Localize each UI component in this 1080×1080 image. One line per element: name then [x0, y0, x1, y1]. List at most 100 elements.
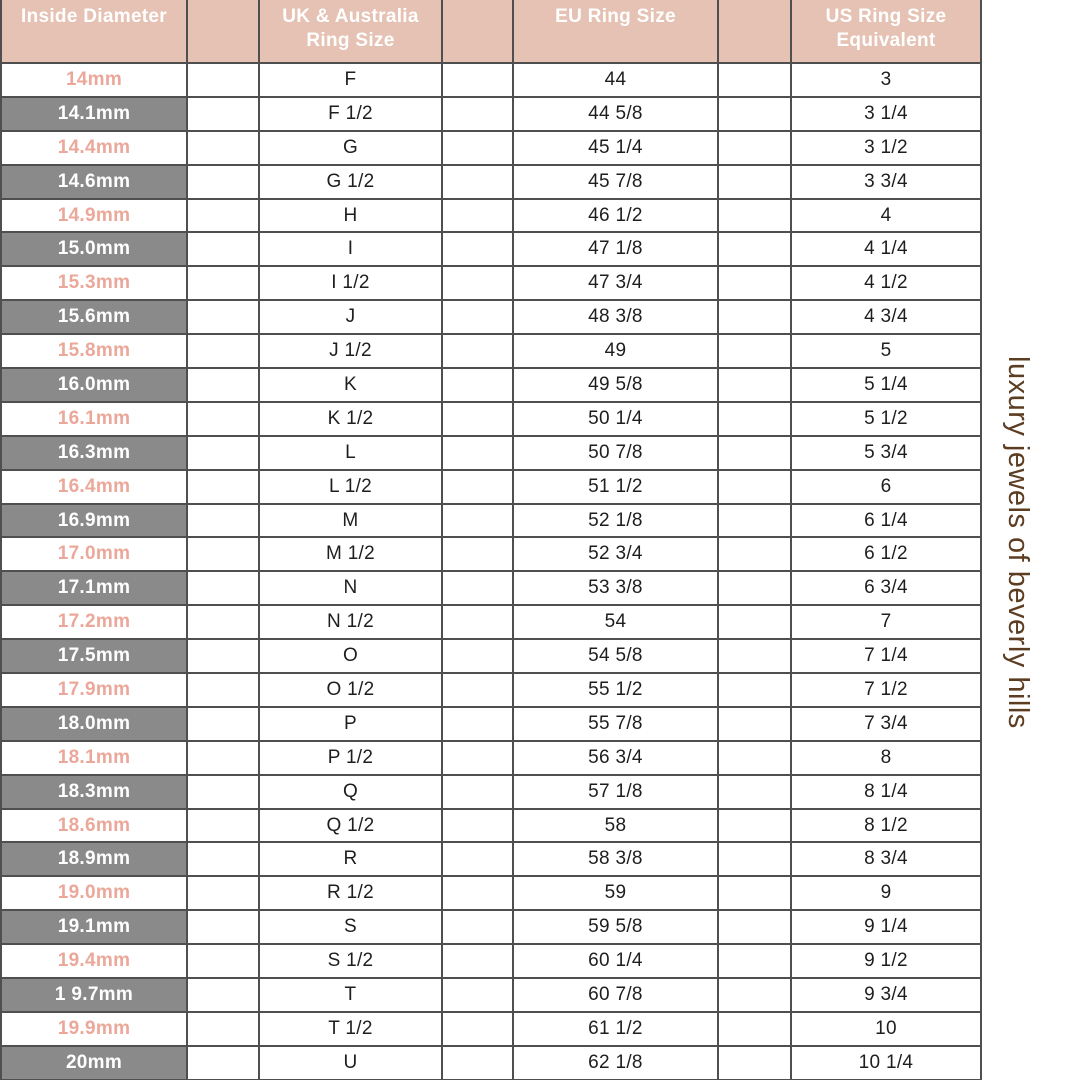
spacer-cell [441, 1010, 514, 1047]
cell-us-size: 9 1/4 [790, 909, 982, 946]
spacer-cell [717, 434, 792, 471]
spacer-cell [717, 400, 792, 437]
table-row: 20mm U 62 1/8 10 1/4 [0, 1044, 982, 1080]
spacer-cell [441, 502, 514, 539]
table-row: 15.3mm I 1/2 47 3/4 4 1/2 [0, 265, 982, 302]
cell-inside-diameter: 18.9mm [0, 841, 188, 878]
header-uk-au-size: UK & Australia Ring Size [258, 0, 443, 64]
spacer-cell [441, 841, 514, 878]
header-spacer [717, 0, 792, 64]
spacer-cell [717, 536, 792, 573]
cell-inside-diameter: 14.1mm [0, 95, 188, 132]
spacer-cell [186, 909, 260, 946]
cell-eu-size: 55 7/8 [512, 705, 719, 742]
cell-inside-diameter: 15.0mm [0, 231, 188, 268]
cell-us-size: 3 1/4 [790, 95, 982, 132]
spacer-cell [717, 570, 792, 607]
cell-uk-au-size: Q 1/2 [258, 807, 443, 844]
cell-eu-size: 53 3/8 [512, 570, 719, 607]
table-row: 16.1mm K 1/2 50 1/4 5 1/2 [0, 400, 982, 437]
cell-uk-au-size: O [258, 638, 443, 675]
cell-inside-diameter: 15.8mm [0, 333, 188, 370]
spacer-cell [186, 807, 260, 844]
cell-eu-size: 52 3/4 [512, 536, 719, 573]
cell-uk-au-size: T [258, 977, 443, 1013]
cell-eu-size: 50 1/4 [512, 400, 719, 437]
spacer-cell [717, 909, 792, 946]
cell-eu-size: 54 5/8 [512, 638, 719, 675]
cell-eu-size: 47 1/8 [512, 231, 719, 268]
spacer-cell [441, 875, 514, 912]
cell-inside-diameter: 18.6mm [0, 807, 188, 844]
spacer-cell [441, 638, 514, 675]
spacer-cell [717, 604, 792, 641]
spacer-cell [186, 739, 260, 776]
spacer-cell [717, 95, 792, 132]
spacer-cell [186, 875, 260, 912]
cell-us-size: 9 [790, 875, 982, 912]
table-row: 15.8mm J 1/2 49 5 [0, 333, 982, 370]
table-row: 19.1mm S 59 5/8 9 1/4 [0, 909, 982, 946]
cell-us-size: 10 [790, 1010, 982, 1047]
table-row: 19.4mm S 1/2 60 1/4 9 1/2 [0, 943, 982, 980]
spacer-cell [717, 1010, 792, 1047]
table-row: 18.0mm P 55 7/8 7 3/4 [0, 705, 982, 742]
cell-eu-size: 62 1/8 [512, 1044, 719, 1080]
cell-us-size: 5 1/4 [790, 367, 982, 403]
table-row: 17.5mm O 54 5/8 7 1/4 [0, 638, 982, 675]
spacer-cell [717, 705, 792, 742]
spacer-cell [441, 299, 514, 336]
cell-us-size: 10 1/4 [790, 1044, 982, 1080]
table-row: 15.0mm I 47 1/8 4 1/4 [0, 231, 982, 268]
spacer-cell [186, 570, 260, 607]
cell-uk-au-size: K [258, 367, 443, 403]
cell-uk-au-size: I [258, 231, 443, 268]
table-row: 14.4mm G 45 1/4 3 1/2 [0, 129, 982, 166]
cell-us-size: 4 3/4 [790, 299, 982, 336]
spacer-cell [717, 638, 792, 675]
spacer-cell [717, 333, 792, 370]
table-row: 18.1mm P 1/2 56 3/4 8 [0, 739, 982, 776]
header-spacer [186, 0, 260, 64]
spacer-cell [717, 129, 792, 166]
cell-inside-diameter: 16.9mm [0, 502, 188, 539]
spacer-cell [717, 197, 792, 234]
spacer-cell [441, 536, 514, 573]
spacer-cell [441, 367, 514, 403]
cell-uk-au-size: L [258, 434, 443, 471]
cell-inside-diameter: 19.9mm [0, 1010, 188, 1047]
spacer-cell [717, 62, 792, 98]
spacer-cell [441, 265, 514, 302]
spacer-cell [717, 773, 792, 810]
cell-us-size: 8 3/4 [790, 841, 982, 878]
cell-inside-diameter: 17.5mm [0, 638, 188, 675]
cell-uk-au-size: P 1/2 [258, 739, 443, 776]
table-row: 17.9mm O 1/2 55 1/2 7 1/2 [0, 672, 982, 708]
cell-us-size: 8 1/2 [790, 807, 982, 844]
cell-uk-au-size: S 1/2 [258, 943, 443, 980]
spacer-cell [186, 1010, 260, 1047]
cell-inside-diameter: 19.1mm [0, 909, 188, 946]
cell-eu-size: 60 7/8 [512, 977, 719, 1013]
cell-inside-diameter: 16.1mm [0, 400, 188, 437]
cell-eu-size: 49 5/8 [512, 367, 719, 403]
cell-uk-au-size: G 1/2 [258, 163, 443, 200]
spacer-cell [186, 367, 260, 403]
cell-uk-au-size: M [258, 502, 443, 539]
cell-eu-size: 45 1/4 [512, 129, 719, 166]
spacer-cell [717, 231, 792, 268]
spacer-cell [441, 604, 514, 641]
spacer-cell [441, 333, 514, 370]
cell-eu-size: 49 [512, 333, 719, 370]
cell-eu-size: 56 3/4 [512, 739, 719, 776]
spacer-cell [186, 604, 260, 641]
cell-inside-diameter: 14.9mm [0, 197, 188, 234]
cell-uk-au-size: J 1/2 [258, 333, 443, 370]
cell-inside-diameter: 19.4mm [0, 943, 188, 980]
table-row: 18.6mm Q 1/2 58 8 1/2 [0, 807, 982, 844]
header-us-size: US Ring Size Equivalent [790, 0, 982, 64]
cell-inside-diameter: 16.3mm [0, 434, 188, 471]
cell-us-size: 6 1/2 [790, 536, 982, 573]
cell-us-size: 4 1/2 [790, 265, 982, 302]
cell-us-size: 4 1/4 [790, 231, 982, 268]
